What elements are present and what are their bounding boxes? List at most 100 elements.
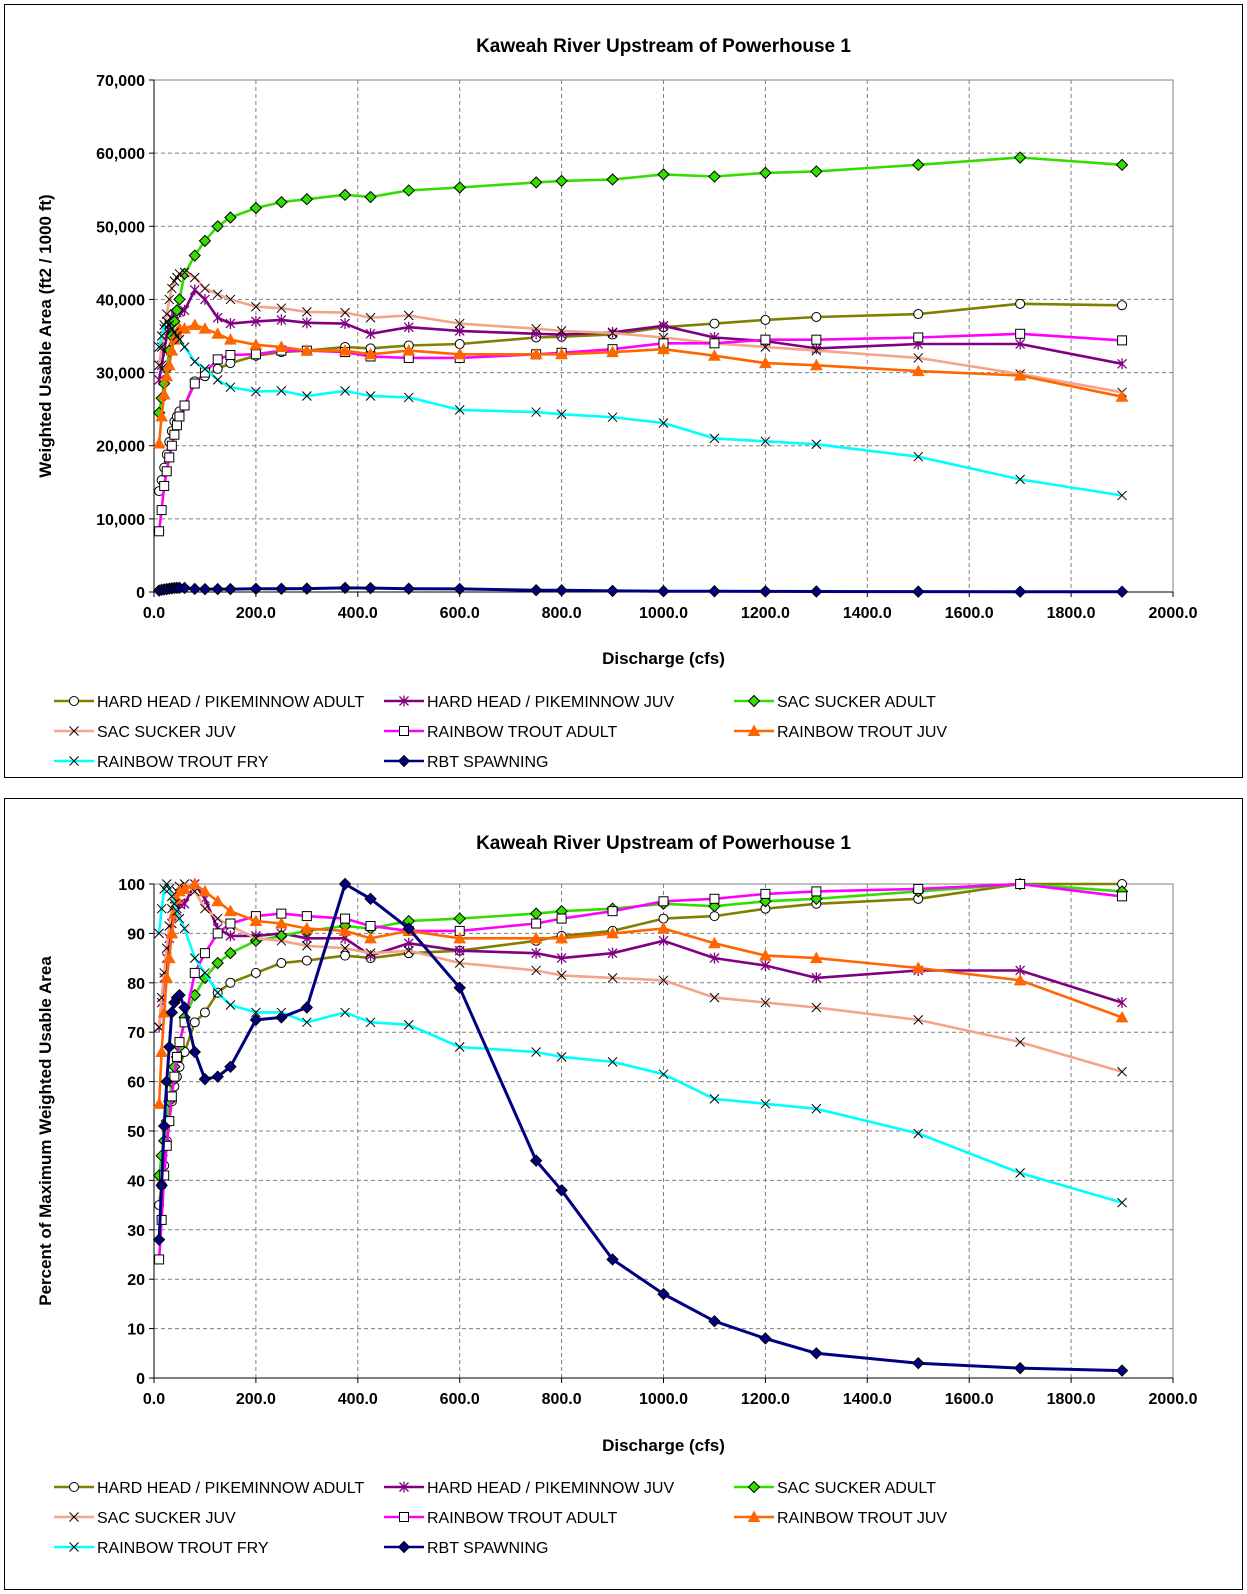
data-point	[178, 581, 191, 595]
data-point	[225, 977, 236, 988]
y-tick-label: 30	[127, 1223, 145, 1240]
legend-label: RBT SPAWNING	[427, 1540, 549, 1557]
data-point	[156, 505, 167, 516]
data-point	[178, 882, 191, 894]
data-point	[657, 342, 670, 355]
data-point	[276, 958, 287, 969]
y-tick-label: 20	[127, 1272, 145, 1289]
data-point	[225, 930, 236, 942]
legend-item-rainbow-trout-fry: RAINBOW TROUT FRY	[54, 1540, 269, 1557]
data-point	[224, 1060, 237, 1073]
data-point	[251, 386, 261, 397]
data-point	[365, 391, 376, 401]
data-point	[810, 1347, 823, 1360]
series-rainbow-trout-fry	[154, 879, 1127, 1208]
data-point	[212, 312, 223, 324]
x-tick-label: 2000.0	[1149, 605, 1198, 622]
data-point	[1115, 585, 1129, 598]
data-point	[759, 949, 772, 961]
data-point	[300, 344, 314, 356]
data-point	[301, 1017, 312, 1028]
data-point	[164, 452, 175, 463]
data-point	[174, 411, 185, 422]
data-point	[275, 340, 288, 352]
series-rainbow-trout-adult	[154, 328, 1128, 537]
chart-panel-percent: Kaweah River Upstream of Powerhouse 1 0.0…	[4, 798, 1243, 1590]
data-point	[556, 409, 567, 420]
data-point	[211, 220, 224, 233]
data-point	[556, 952, 567, 964]
x-tick-label: 600.0	[440, 1391, 480, 1408]
data-point	[276, 386, 287, 396]
y-tick-label: 10	[127, 1322, 145, 1339]
data-point	[159, 1170, 170, 1181]
data-point	[212, 289, 223, 300]
series-rainbow-trout-fry	[154, 316, 1127, 501]
data-point	[911, 364, 925, 377]
data-point	[913, 451, 924, 462]
data-point	[709, 338, 720, 349]
x-tick-label: 1600.0	[945, 605, 994, 622]
legend-marker	[399, 695, 409, 707]
data-point	[159, 884, 170, 894]
y-tick-label: 40	[127, 1173, 145, 1190]
data-point	[156, 903, 167, 914]
y-tick-label: 60,000	[96, 146, 145, 163]
data-point	[165, 926, 179, 939]
data-point	[301, 307, 312, 317]
data-point	[163, 1040, 176, 1054]
data-point	[189, 356, 200, 367]
legend-label: RAINBOW TROUT FRY	[97, 1540, 269, 1557]
x-tick-label: 200.0	[236, 1391, 276, 1408]
x-axis-title: Discharge (cfs)	[602, 1436, 725, 1455]
legend-item-rainbow-trout-fry: RAINBOW TROUT FRY	[54, 754, 269, 771]
legend-item-hard-head-pikeminnow-adult: HARD HEAD / PIKEMINNOW ADULT	[54, 1480, 365, 1497]
data-point	[174, 913, 185, 924]
data-point	[453, 347, 467, 360]
data-point	[224, 333, 237, 345]
y-tick-label: 30,000	[96, 366, 145, 383]
data-point	[340, 913, 351, 924]
data-point	[1013, 973, 1027, 986]
legend-label: RAINBOW TROUT FRY	[97, 754, 269, 771]
data-point	[364, 931, 377, 944]
data-point	[453, 981, 466, 994]
data-point	[531, 918, 542, 929]
data-point	[249, 582, 263, 595]
data-point	[1015, 298, 1026, 309]
data-point	[200, 283, 210, 294]
data-point	[276, 314, 287, 326]
data-point	[340, 1007, 350, 1018]
data-point	[340, 943, 350, 954]
data-point	[178, 322, 191, 334]
data-point	[212, 363, 223, 374]
data-point	[340, 386, 350, 396]
data-point	[709, 1094, 720, 1104]
data-point	[300, 921, 314, 934]
legend-marker	[747, 694, 761, 708]
y-tick-label: 50	[127, 1124, 145, 1141]
legend-marker	[69, 1482, 79, 1492]
data-point	[555, 931, 568, 944]
legend-item-rbt-spawning: RBT SPAWNING	[384, 754, 549, 771]
data-point	[224, 582, 237, 596]
data-point	[657, 1287, 670, 1301]
data-point	[225, 318, 236, 330]
data-point	[555, 347, 568, 360]
data-point	[454, 1042, 465, 1052]
data-point	[301, 911, 312, 922]
data-point	[1015, 474, 1026, 485]
data-point	[529, 347, 543, 360]
data-point	[179, 304, 190, 316]
data-point	[164, 294, 175, 305]
series-line	[157, 882, 1123, 1260]
data-point	[189, 1017, 200, 1028]
data-point	[188, 582, 201, 596]
legend-marker	[747, 1510, 761, 1522]
data-point	[365, 312, 376, 323]
data-point	[709, 318, 720, 329]
data-point	[403, 392, 414, 403]
legend-marker	[399, 1512, 409, 1522]
data-point	[607, 906, 618, 917]
legend-item-hard-head-pikeminnow-juv: HARD HEAD / PIKEMINNOW JUV	[384, 694, 674, 711]
